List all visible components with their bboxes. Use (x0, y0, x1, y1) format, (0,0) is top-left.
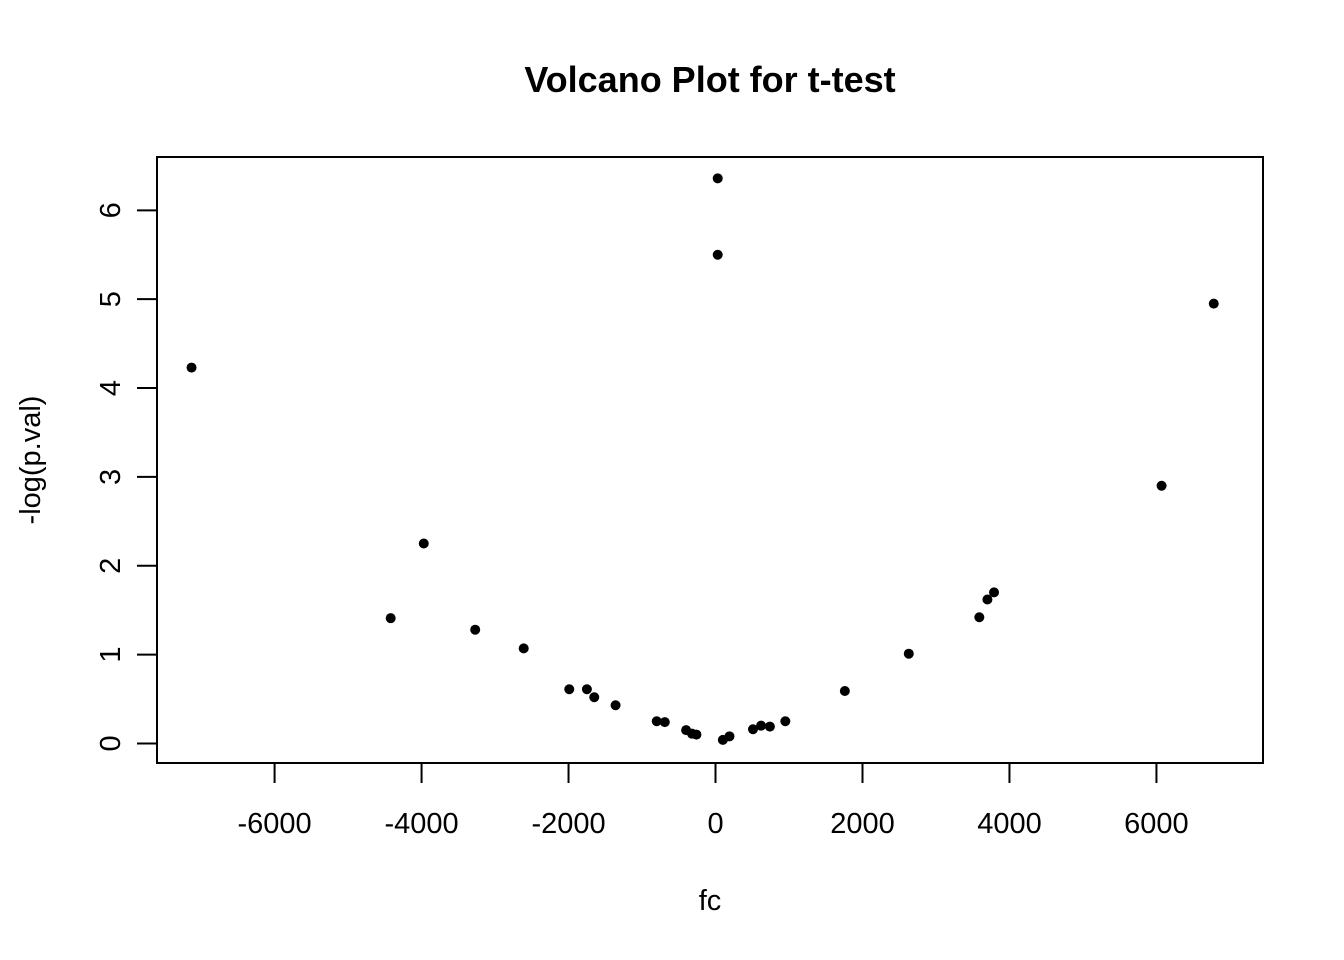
data-point (581, 684, 592, 695)
data-point (982, 594, 993, 605)
data-point (764, 721, 775, 732)
y-tick-label: 5 (95, 291, 127, 307)
data-point (186, 362, 197, 373)
data-point (651, 716, 662, 727)
x-tick-label: -6000 (237, 808, 311, 840)
x-tick-label: 2000 (830, 808, 895, 840)
data-point (712, 173, 723, 184)
data-point (1156, 480, 1167, 491)
data-point (691, 729, 702, 740)
data-point (589, 692, 600, 703)
x-tick-label: 0 (707, 808, 723, 840)
x-axis-label: fc (699, 885, 722, 917)
data-point (747, 724, 758, 735)
x-tick-label: -2000 (531, 808, 605, 840)
data-point (385, 613, 396, 624)
data-point (1208, 298, 1219, 309)
x-axis: -6000 -4000 -2000 0 2000 4000 6000 (237, 762, 1189, 840)
data-point (418, 538, 429, 549)
data-point (724, 731, 735, 742)
data-point (903, 648, 914, 659)
data-point (974, 612, 985, 623)
y-axis: 0 1 2 3 4 5 6 (95, 202, 158, 752)
y-axis-label: -log(p.val) (15, 396, 47, 525)
data-point (839, 686, 850, 697)
plot-frame (156, 156, 1264, 764)
x-tick-label: 4000 (977, 808, 1042, 840)
data-points (186, 173, 1219, 745)
data-point (780, 716, 791, 727)
y-tick-label: 1 (95, 647, 127, 663)
data-point (659, 717, 670, 728)
data-point (756, 720, 767, 731)
data-point (518, 643, 529, 654)
data-point (564, 684, 575, 695)
data-point (989, 587, 1000, 598)
y-tick-label: 0 (95, 735, 127, 751)
y-tick-label: 3 (95, 469, 127, 485)
x-tick-label: 6000 (1124, 808, 1189, 840)
x-tick-label: -4000 (384, 808, 458, 840)
data-point (610, 700, 621, 711)
data-point (712, 249, 723, 260)
y-tick-label: 6 (95, 202, 127, 218)
y-tick-label: 2 (95, 558, 127, 574)
data-point (470, 624, 481, 635)
y-tick-label: 4 (95, 380, 127, 396)
chart-title: Volcano Plot for t-test (524, 59, 895, 100)
